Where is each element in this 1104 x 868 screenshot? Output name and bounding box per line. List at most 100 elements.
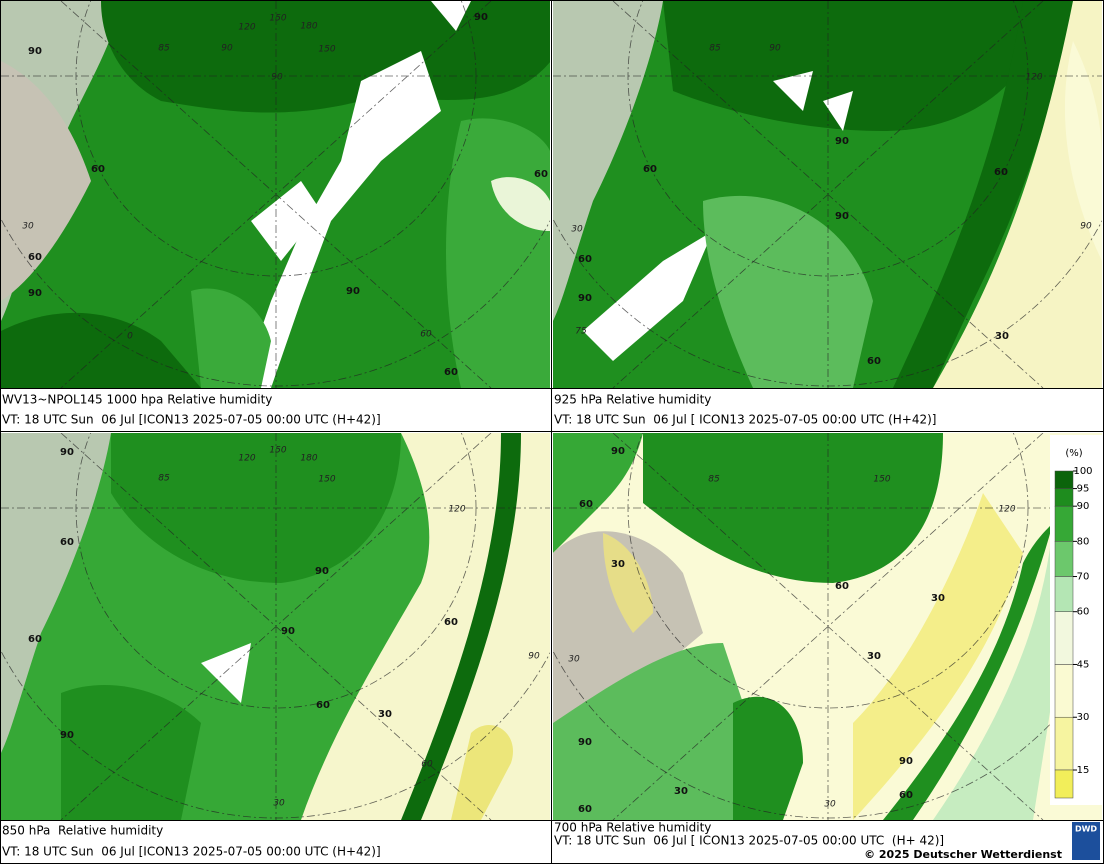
- map-panel: [1, 1, 550, 388]
- legend-label: 80: [1077, 536, 1090, 547]
- contour-label: 60: [643, 164, 657, 175]
- contour-label: 90: [315, 566, 329, 577]
- grid-label: 30: [824, 800, 836, 810]
- map-panel: [553, 1, 1102, 388]
- contour-label: 30: [611, 559, 625, 570]
- contour-label: 90: [835, 211, 849, 222]
- grid-label: 150: [269, 446, 286, 456]
- map-panel: [1, 433, 550, 820]
- contour-label: 60: [60, 537, 74, 548]
- contour-label: 60: [444, 367, 458, 378]
- contour-label: 60: [28, 634, 42, 645]
- grid-label: 30: [568, 655, 580, 665]
- contour-label: 60: [899, 790, 913, 801]
- legend-label: 45: [1077, 659, 1090, 670]
- contour-label: 30: [378, 709, 392, 720]
- grid-label: 180: [300, 454, 317, 464]
- grid-label: 85: [709, 44, 721, 54]
- map-panel: [553, 433, 1102, 820]
- contour-label: 30: [867, 651, 881, 662]
- legend-label: 90: [1077, 501, 1090, 512]
- grid-label: 75: [575, 327, 587, 337]
- legend-label: 95: [1077, 484, 1090, 495]
- contour-label: 90: [60, 730, 74, 741]
- grid-label: 150: [269, 14, 286, 24]
- grid-label: 120: [238, 454, 255, 464]
- legend-label: 15: [1077, 765, 1090, 776]
- legend-swatch: [1054, 505, 1074, 542]
- legend-label: 100: [1073, 466, 1092, 477]
- grid-label: 120: [448, 505, 465, 515]
- contour-label: 90: [60, 447, 74, 458]
- grid-label: 30: [273, 799, 285, 809]
- copyright: © 2025 Deutscher Wetterdienst: [864, 848, 1062, 861]
- panel-valid-time: VT: 18 UTC Sun 06 Jul [ICON13 2025-07-05…: [2, 845, 381, 859]
- grid-label: 180: [300, 22, 317, 32]
- contour-label: 90: [28, 46, 42, 57]
- legend-swatch: [1054, 541, 1074, 577]
- grid-label: 90: [221, 44, 233, 54]
- panel-valid-time: VT: 18 UTC Sun 06 Jul [ ICON13 2025-07-0…: [554, 413, 936, 427]
- grid-label: 85: [158, 44, 170, 54]
- contour-label: 60: [91, 164, 105, 175]
- grid-label: 120: [1025, 73, 1042, 83]
- panel-title: WV13~NPOL145 1000 hpa Relative humidity: [2, 393, 272, 407]
- panel-valid-time: VT: 18 UTC Sun 06 Jul [ ICON13 2025-07-0…: [554, 834, 944, 848]
- contour-label: 30: [995, 331, 1009, 342]
- contour-label: 60: [444, 617, 458, 628]
- contour-label: 90: [281, 626, 295, 637]
- contour-label: 90: [346, 286, 360, 297]
- grid-label: 30: [571, 225, 583, 235]
- contour-label: 60: [867, 356, 881, 367]
- contour-label: 90: [578, 293, 592, 304]
- grid-label: 120: [998, 505, 1015, 515]
- contour-label: 60: [578, 254, 592, 265]
- contour-label: 30: [674, 786, 688, 797]
- legend-swatch: [1054, 611, 1074, 665]
- contour-label: 60: [534, 169, 548, 180]
- legend-label: 30: [1077, 712, 1090, 723]
- contour-label: 90: [611, 446, 625, 457]
- grid-label: 150: [318, 45, 335, 55]
- grid-label: 85: [158, 474, 170, 484]
- contour-label: 90: [835, 136, 849, 147]
- logo: DWD: [1075, 825, 1097, 834]
- grid-label: 150: [873, 475, 890, 485]
- contour-label: 60: [316, 700, 330, 711]
- grid-label: 120: [238, 23, 255, 33]
- legend-swatch: [1054, 470, 1074, 489]
- contour-label: 30: [931, 593, 945, 604]
- contour-label: 90: [28, 288, 42, 299]
- legend-label: 60: [1077, 607, 1090, 618]
- contour-label: 90: [474, 12, 488, 23]
- contour-label: 90: [578, 737, 592, 748]
- legend-label: 70: [1077, 572, 1090, 583]
- grid-label: 90: [528, 652, 540, 662]
- grid-label: 60: [421, 760, 433, 770]
- contour-label: 60: [835, 581, 849, 592]
- legend-swatch: [1054, 716, 1074, 771]
- grid-label: 60: [420, 330, 432, 340]
- panel-title: 925 hPa Relative humidity: [554, 393, 711, 407]
- grid-label: 0: [127, 332, 133, 342]
- logo-box: [1072, 822, 1100, 860]
- grid-label: 30: [22, 222, 34, 232]
- contour-label: 60: [578, 804, 592, 815]
- legend-unit: (%): [1065, 448, 1082, 459]
- panel-title: 850 hPa Relative humidity: [2, 824, 163, 838]
- legend-swatch: [1054, 576, 1074, 612]
- grid-label: 90: [271, 73, 283, 83]
- contour-label: 60: [28, 252, 42, 263]
- grid-label: 85: [708, 475, 720, 485]
- grid-label: 150: [318, 475, 335, 485]
- contour-label: 60: [994, 167, 1008, 178]
- grid-label: 90: [1080, 222, 1092, 232]
- contour-label: 90: [899, 756, 913, 767]
- legend-swatch: [1054, 664, 1074, 718]
- panel-title: 700 hPa Relative humidity: [554, 821, 711, 835]
- panel-valid-time: VT: 18 UTC Sun 06 Jul [ICON13 2025-07-05…: [2, 413, 381, 427]
- legend-swatch: [1054, 769, 1074, 799]
- contour-label: 60: [579, 499, 593, 510]
